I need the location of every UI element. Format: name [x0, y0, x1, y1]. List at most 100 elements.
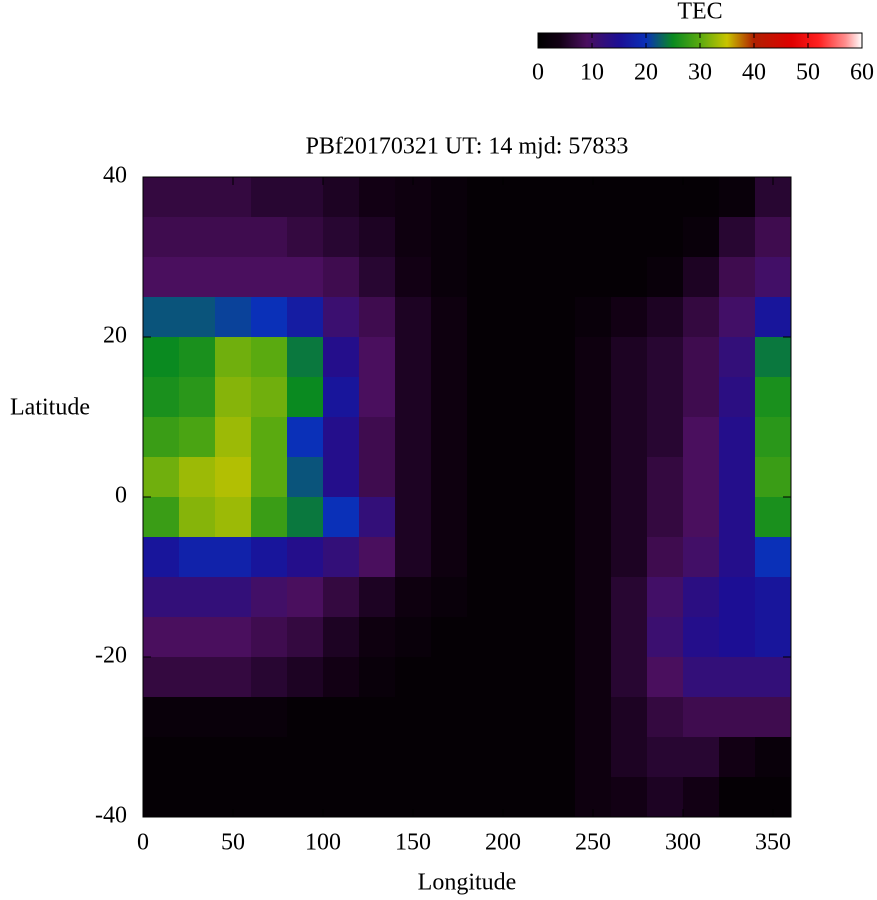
colorbar-tick-label: 10	[580, 60, 604, 86]
heat-cell	[503, 497, 540, 538]
colorbar-tick-label: 50	[796, 60, 820, 86]
heat-cell	[611, 337, 648, 378]
heat-cell	[431, 337, 468, 378]
heat-cell	[287, 217, 324, 258]
heat-cell	[215, 377, 252, 418]
heat-cell	[179, 457, 216, 498]
heat-cell	[359, 457, 396, 498]
heat-cell	[611, 577, 648, 618]
heat-cell	[539, 697, 576, 738]
heat-cell	[395, 377, 432, 418]
heat-cell	[395, 457, 432, 498]
heat-cell	[359, 577, 396, 618]
heat-cell	[719, 697, 756, 738]
heat-cell	[503, 377, 540, 418]
heat-cell	[143, 657, 180, 698]
heat-cell	[359, 337, 396, 378]
heat-cell	[503, 417, 540, 458]
heat-cell	[323, 217, 360, 258]
heat-cell	[431, 297, 468, 338]
colorbar-tick-label: 40	[742, 60, 766, 86]
heat-cell	[719, 577, 756, 618]
heat-cell	[611, 417, 648, 458]
heat-cell	[611, 177, 648, 218]
heat-cell	[503, 777, 540, 818]
heat-cell	[647, 217, 684, 258]
heat-cell	[215, 577, 252, 618]
heat-cell	[431, 697, 468, 738]
heat-cell	[467, 617, 504, 658]
heat-cell	[179, 657, 216, 698]
heat-cell	[215, 457, 252, 498]
heat-cell	[143, 377, 180, 418]
heat-cell	[287, 657, 324, 698]
heat-cell	[503, 537, 540, 578]
heat-cell	[539, 417, 576, 458]
heat-cell	[719, 377, 756, 418]
colorbar-tick-label: 20	[634, 60, 658, 86]
heat-cell	[143, 537, 180, 578]
heat-cell	[143, 337, 180, 378]
heat-cell	[683, 657, 720, 698]
heat-cell	[359, 217, 396, 258]
heat-cell	[179, 777, 216, 818]
heat-cell	[647, 537, 684, 578]
heat-cell	[539, 337, 576, 378]
y-tick-label: -20	[95, 643, 127, 669]
heat-cell	[179, 257, 216, 298]
chart-title: PBf20170321 UT: 14 mjd: 57833	[306, 134, 629, 160]
heat-cell	[287, 257, 324, 298]
heat-cell	[683, 697, 720, 738]
heat-cell	[539, 377, 576, 418]
heat-cell	[539, 657, 576, 698]
heat-cell	[755, 337, 792, 378]
heat-cell	[539, 177, 576, 218]
heat-cell	[431, 657, 468, 698]
heat-cell	[539, 777, 576, 818]
heat-cell	[143, 697, 180, 738]
heat-cell	[287, 337, 324, 378]
heat-cell	[575, 337, 612, 378]
heat-cell	[503, 617, 540, 658]
colorbar-title: TEC	[677, 0, 722, 25]
heat-cell	[647, 697, 684, 738]
heat-cell	[575, 657, 612, 698]
heat-cell	[179, 297, 216, 338]
heat-cell	[467, 697, 504, 738]
heat-cell	[143, 297, 180, 338]
heat-cell	[647, 457, 684, 498]
x-tick-label: 50	[221, 830, 245, 856]
heat-cell	[683, 217, 720, 258]
heat-cell	[719, 497, 756, 538]
x-tick-label: 200	[485, 830, 521, 856]
heat-cell	[575, 297, 612, 338]
heat-cell	[395, 737, 432, 778]
heat-cell	[179, 337, 216, 378]
heat-cell	[395, 697, 432, 738]
heat-cell	[683, 737, 720, 778]
heat-cell	[215, 537, 252, 578]
heat-cell	[251, 417, 288, 458]
heat-cell	[287, 617, 324, 658]
heat-cell	[251, 537, 288, 578]
heat-cell	[359, 377, 396, 418]
heat-cell	[395, 537, 432, 578]
heat-cell	[611, 457, 648, 498]
heat-cell	[215, 697, 252, 738]
heat-cell	[143, 777, 180, 818]
heat-cell	[647, 497, 684, 538]
heat-cell	[503, 697, 540, 738]
heat-cell	[755, 657, 792, 698]
heat-cell	[539, 297, 576, 338]
heat-cell	[395, 217, 432, 258]
heat-cell	[719, 457, 756, 498]
heat-cell	[683, 297, 720, 338]
heat-cell	[611, 377, 648, 418]
heat-cell	[503, 657, 540, 698]
heat-cell	[179, 737, 216, 778]
heat-cell	[647, 657, 684, 698]
heat-cell	[611, 657, 648, 698]
x-tick-label: 350	[755, 830, 791, 856]
heat-cell	[683, 777, 720, 818]
